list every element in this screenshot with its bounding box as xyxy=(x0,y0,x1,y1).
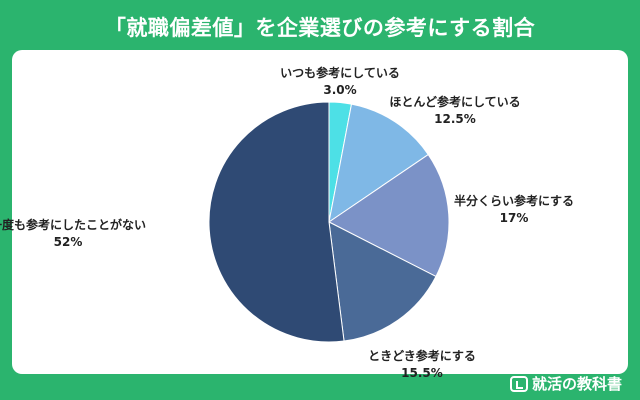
check-icon xyxy=(509,375,528,392)
slice-value-label: 3.0% xyxy=(323,83,356,97)
slice-label: ときどき参考にする xyxy=(368,348,476,363)
slice-value-label: 12.5% xyxy=(434,112,476,126)
pie-slice xyxy=(328,103,429,224)
pie-slice xyxy=(208,101,345,343)
pie-slice xyxy=(328,221,437,342)
pie-slice xyxy=(328,153,450,278)
slice-value-label: 52% xyxy=(54,235,83,249)
slice-value-label: 17% xyxy=(500,211,529,225)
slice-label: 半分くらい参考にする xyxy=(454,193,574,208)
slice-label: いつも参考にしている xyxy=(280,65,400,80)
brand-name: 就活の教科書 xyxy=(531,375,622,393)
slice-value-label: 15.5% xyxy=(401,366,443,380)
chart-title: 「就職偏差値」を企業選びの参考にする割合 xyxy=(104,16,536,40)
slice-label: 一度も参考にしたことがない xyxy=(0,217,146,232)
slice-label: ほとんど参考にしている xyxy=(389,94,520,109)
brand-logo: 就活の教科書 xyxy=(509,373,622,394)
